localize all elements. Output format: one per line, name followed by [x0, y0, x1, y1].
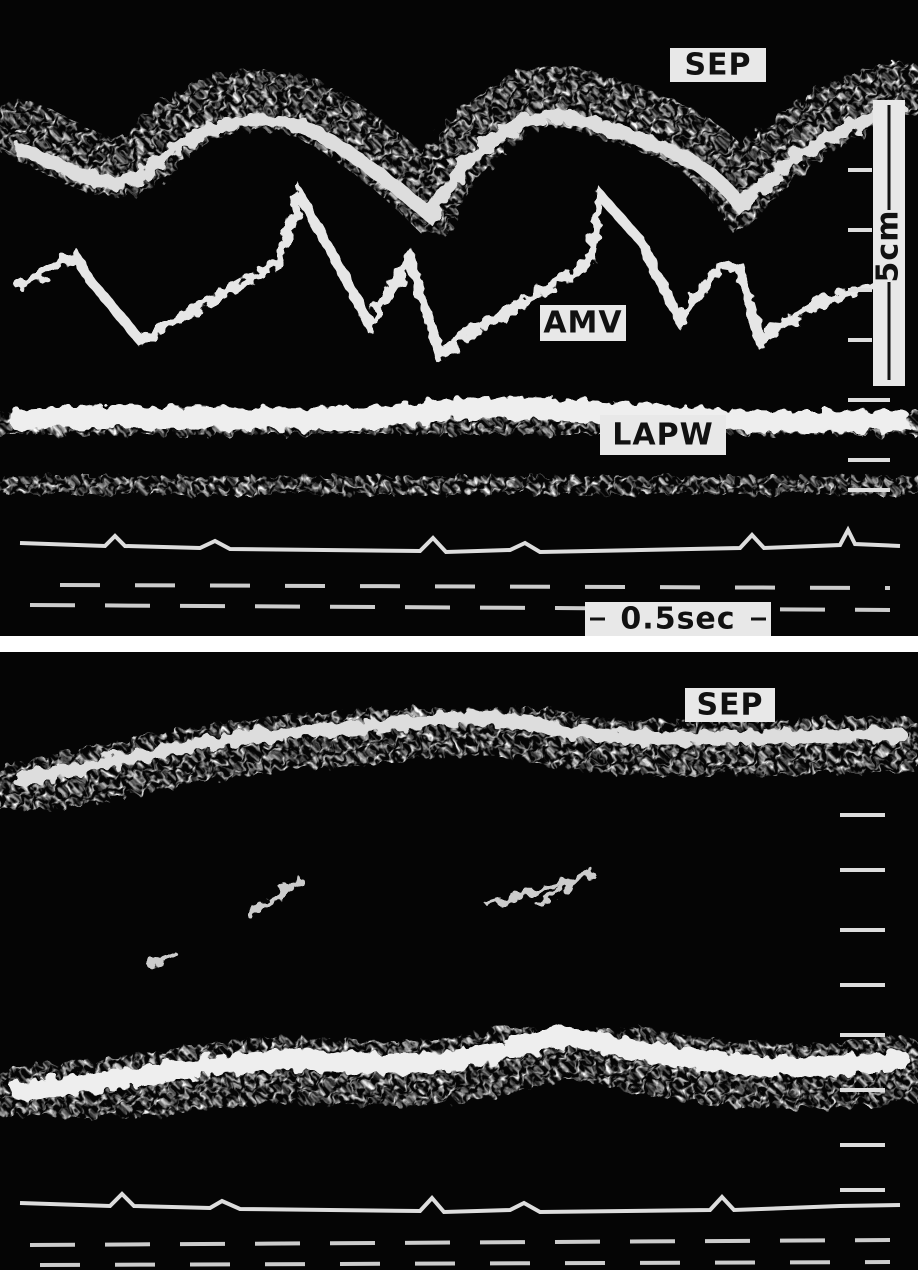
panel-bottom: SEP: [0, 652, 918, 1270]
structure-label: LAPW: [612, 418, 713, 453]
structure-label: SEP: [684, 48, 751, 83]
ecg-trace: [19, 525, 901, 555]
time-scale-label: 0.5sec: [620, 602, 735, 637]
label-box: [600, 415, 726, 455]
label-box: [670, 48, 766, 82]
structure-label: SEP: [696, 688, 763, 723]
label-box: [685, 688, 775, 722]
vertical-scale-label: 5cm: [871, 210, 906, 283]
structure-label: AMV: [543, 306, 622, 341]
panel-top: SEP AMV LAPW 5cm 0.5sec: [0, 0, 918, 637]
ecg-trace: [19, 1191, 901, 1215]
depth-ticks: [848, 168, 890, 492]
time-markers: [29, 1238, 891, 1267]
depth-ticks: [840, 813, 885, 1192]
label-box: [540, 305, 626, 341]
